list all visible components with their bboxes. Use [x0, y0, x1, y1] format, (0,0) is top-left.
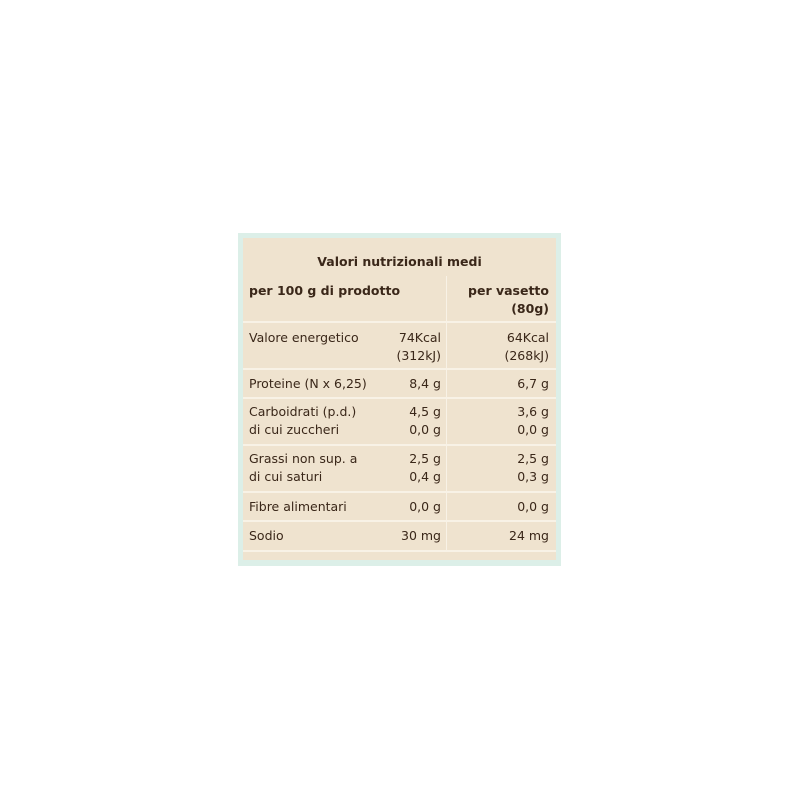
value-per-jar-line: 0,3 g — [517, 469, 549, 484]
nutrient-label: Carboidrati (p.d.) di cui zuccheri — [249, 403, 356, 439]
value-per-100g-line: 30 mg — [401, 528, 441, 543]
nutrient-label-line: Grassi non sup. a — [249, 451, 358, 466]
value-per-100g-line: 0,0 g — [409, 499, 441, 514]
value-per-jar: 64Kcal (268kJ) — [504, 329, 549, 365]
value-per-100g-line: 74Kcal — [398, 330, 441, 345]
value-per-100g-line: 8,4 g — [409, 376, 441, 391]
row-divider — [243, 368, 556, 370]
nutrient-label: Grassi non sup. a di cui saturi — [249, 450, 357, 486]
value-per-jar-line: 0,0 g — [517, 499, 549, 514]
value-per-jar-line: 3,6 g — [517, 404, 549, 419]
value-per-100g: 4,5 g 0,0 g — [409, 403, 441, 439]
header-per-jar-line1: per vasetto — [468, 283, 549, 298]
nutrient-label: Proteine (N x 6,25) — [249, 375, 367, 393]
value-per-jar: 0,0 g — [517, 498, 549, 516]
nutrient-label-line: Valore energetico — [249, 330, 359, 345]
table-title: Valori nutrizionali medi — [317, 254, 482, 269]
value-per-jar-line: (268kJ) — [504, 348, 549, 363]
row-divider — [243, 491, 556, 493]
nutrient-label-line: di cui zuccheri — [249, 422, 340, 437]
value-per-jar-line: 2,5 g — [517, 451, 549, 466]
row-divider — [243, 397, 556, 399]
value-per-100g: 0,0 g — [409, 498, 441, 516]
value-per-100g-line: 2,5 g — [409, 451, 441, 466]
nutrient-label: Sodio — [249, 527, 284, 545]
nutrient-label-line: Fibre alimentari — [249, 499, 347, 514]
value-per-100g-line: 0,0 g — [409, 422, 441, 437]
value-per-jar: 24 mg — [509, 527, 549, 545]
value-per-100g: 2,5 g 0,4 g — [409, 450, 441, 486]
nutrient-label-line: Carboidrati (p.d.) — [249, 404, 357, 419]
value-per-jar: 3,6 g 0,0 g — [517, 403, 549, 439]
value-per-jar-line: 24 mg — [509, 528, 549, 543]
nutrition-table: Valori nutrizionali medi per 100 g di pr… — [243, 238, 556, 560]
row-divider — [243, 444, 556, 446]
nutrient-label-line: Proteine (N x 6,25) — [249, 376, 367, 391]
header-per-jar: per vasetto (80g) — [468, 282, 549, 318]
header-per-jar-line2: (80g) — [511, 301, 549, 316]
row-divider — [243, 321, 556, 323]
value-per-jar-line: 6,7 g — [517, 376, 549, 391]
value-per-100g: 74Kcal (312kJ) — [396, 329, 441, 365]
value-per-jar-line: 0,0 g — [517, 422, 549, 437]
header-per-100g: per 100 g di prodotto — [249, 283, 401, 298]
nutrient-label: Valore energetico — [249, 329, 359, 347]
value-per-100g-line: (312kJ) — [396, 348, 441, 363]
value-per-100g-line: 4,5 g — [409, 404, 441, 419]
nutrient-label-line: di cui saturi — [249, 469, 323, 484]
value-per-100g-line: 0,4 g — [409, 469, 441, 484]
nutrient-label: Fibre alimentari — [249, 498, 347, 516]
column-divider — [446, 276, 447, 550]
row-divider — [243, 550, 556, 552]
value-per-100g: 30 mg — [401, 527, 441, 545]
value-per-100g: 8,4 g — [409, 375, 441, 393]
value-per-jar: 2,5 g 0,3 g — [517, 450, 549, 486]
value-per-jar: 6,7 g — [517, 375, 549, 393]
row-divider — [243, 520, 556, 522]
nutrient-label-line: Sodio — [249, 528, 284, 543]
value-per-jar-line: 64Kcal — [506, 330, 549, 345]
